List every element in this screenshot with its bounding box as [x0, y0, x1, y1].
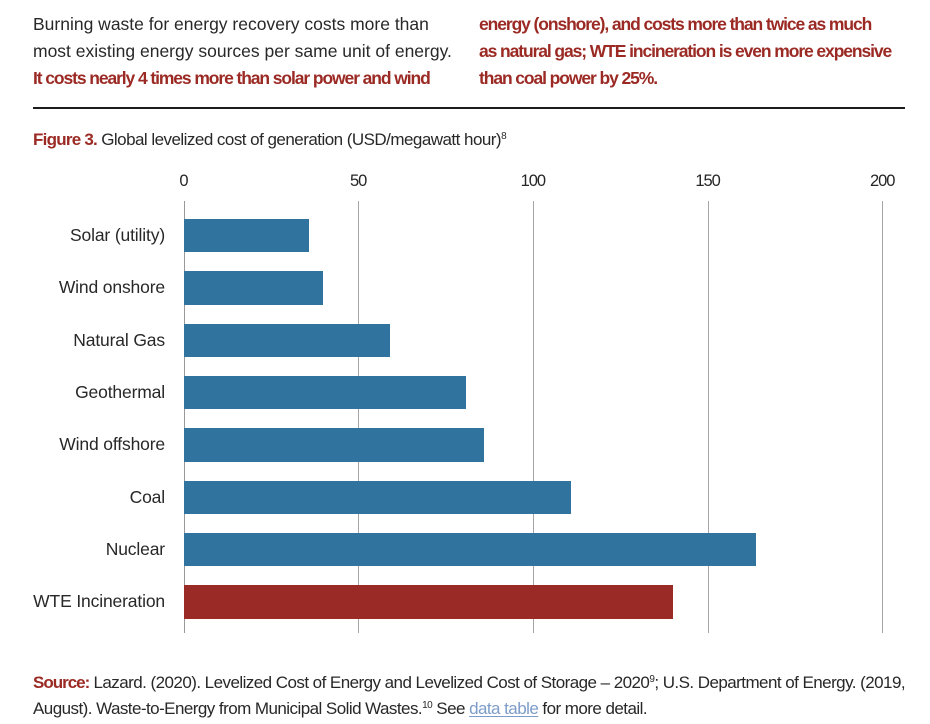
bar-geothermal	[184, 375, 467, 410]
bar-solar-utility	[184, 218, 310, 253]
gridline-x-50	[358, 201, 360, 633]
x-tick-label-150: 150	[695, 172, 720, 190]
gridline-x-200	[882, 201, 884, 633]
category-label-coal: Coal	[129, 486, 166, 507]
intro-paragraph-left: Burning waste for energy recovery costs …	[33, 11, 483, 91]
category-label-wind-onshore: Wind onshore	[58, 277, 165, 298]
source-text-2: ; U.S. Department of Energy. (2019, Augu…	[33, 673, 906, 718]
source-text-1: Lazard. (2020). Levelized Cost of Energy…	[89, 673, 650, 692]
x-tick-label-200: 200	[869, 172, 895, 190]
category-label-geothermal: Geothermal	[75, 382, 165, 403]
category-label-wind-offshore: Wind offshore	[59, 434, 165, 455]
intro-text-normal: Burning waste for energy recovery costs …	[33, 14, 452, 61]
intro-text-highlight: It costs nearly 4 times more than solar …	[33, 67, 431, 88]
gridline-x-150	[707, 201, 709, 633]
category-label-wte-incineration: WTE Incineration	[33, 591, 165, 612]
x-tick-label-0: 0	[179, 172, 188, 190]
bar-wind-offshore	[184, 428, 484, 462]
gridline-x-100	[532, 201, 534, 633]
figure-title: Global levelized cost of generation (USD…	[97, 130, 502, 149]
category-label-natural-gas: Natural Gas	[73, 329, 165, 350]
data-table-link[interactable]: data table	[469, 699, 539, 718]
horizontal-divider	[33, 106, 905, 109]
figure-caption: Figure 3. Global levelized cost of gener…	[33, 131, 913, 149]
intro-text-highlight-continued: energy (onshore), and costs more than tw…	[479, 14, 892, 88]
source-text-4: for more detail.	[538, 699, 648, 718]
bar-wind-onshore	[184, 271, 324, 305]
x-tick-label-100: 100	[520, 172, 546, 190]
source-note: Source: Lazard. (2020). Levelized Cost o…	[33, 670, 926, 722]
figure-number: Figure 3.	[33, 130, 98, 149]
bar-natural-gas	[184, 323, 390, 358]
source-footnote-marker-9: 9	[649, 674, 655, 685]
x-tick-label-50: 50	[350, 172, 367, 190]
bar-coal	[184, 480, 572, 515]
intro-paragraph-right: energy (onshore), and costs more than tw…	[479, 11, 929, 91]
category-label-nuclear: Nuclear	[105, 539, 165, 560]
source-label: Source:	[33, 673, 90, 692]
source-footnote-marker-10: 10	[422, 700, 433, 711]
figure-title-footnote-marker: 8	[501, 131, 507, 142]
source-text-3: See	[432, 699, 470, 718]
bar-wte-incineration	[184, 585, 673, 619]
bar-nuclear	[184, 532, 757, 567]
category-label-solar-utility: Solar (utility)	[70, 225, 165, 246]
y-axis-line	[183, 201, 185, 633]
